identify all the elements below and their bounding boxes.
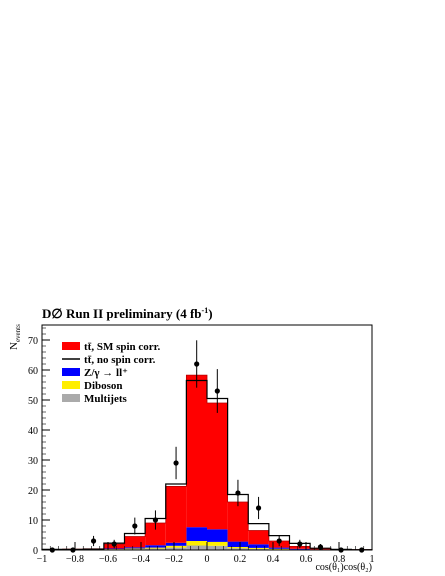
x-tick-label-2: −0.6 [99,554,117,565]
title-main: D∅ Run II preliminary (4 fb [42,306,202,321]
x-tick-label-4: −0.2 [165,554,183,565]
no-spin-line [41,379,373,551]
stack-bar-tt-sm-spin-corr--5 [145,523,166,546]
stack-bar-z-ll-12 [289,548,311,550]
data-points [49,340,365,553]
stack-bar-diboson-8 [207,541,228,546]
legend-swatch-4 [62,394,80,402]
x-tick-label-7: 0.4 [267,554,280,565]
stack-bar-multijets-6 [165,547,187,550]
stack-bar-diboson-9 [227,547,249,549]
y-tick-label-5: 50 [28,396,38,407]
stack-bar-diboson-6 [165,545,187,548]
legend-label-4: Multijets [84,393,127,405]
legend-label-2: Z/γ → ll⁺ [84,367,128,379]
data-point-13 [317,544,324,550]
legend-label-1: tt̄, no spin corr. [84,354,156,366]
data-point-11 [276,538,282,544]
x-tick-label-8: 0.6 [300,554,313,565]
y-tick-label-7: 70 [28,336,38,347]
stack-bar-diboson-11 [268,548,290,550]
stack-bar-diboson-4 [124,548,146,550]
data-point-7 [194,361,200,367]
legend-swatch-2 [62,368,80,376]
stack-bar-multijets-5 [145,548,166,550]
x-tick-label-10: 1 [370,554,375,565]
data-point-6 [173,460,179,466]
no-spin-outline [41,379,373,551]
stack-bar-multijets-7 [186,545,207,550]
stacked-histogram [41,374,373,551]
stack-bar-diboson-5 [145,547,166,549]
y-tick-label-2: 20 [28,486,38,497]
legend: tt̄, SM spin corr.tt̄, no spin corr.Z/γ … [62,341,161,405]
data-point-3 [111,541,117,547]
data-point-5 [152,517,159,523]
stack-bar-z-ll-4 [124,547,146,549]
x-tick-label-5: 0 [205,554,210,565]
y-tick-label-6: 60 [28,366,38,377]
stack-bar-z-ll-10 [248,544,269,548]
stack-bar-tt-sm-spin-corr--9 [227,502,249,542]
x-axis-label: cos(θ₁)cos(θ₂) [315,562,372,573]
stack-bar-multijets-9 [227,548,249,550]
stack-bar-tt-sm-spin-corr--8 [207,403,228,530]
title-close: ) [208,306,212,321]
legend-label-0: tt̄, SM spin corr. [84,341,161,353]
x-tick-label-9: 0.8 [333,554,346,565]
y-tick-label-3: 30 [28,456,38,467]
x-tick-label-3: −0.4 [132,554,150,565]
stack-bar-z-ll-7 [186,527,207,541]
stack-bar-multijets-8 [207,545,228,550]
x-tick-label-1: −0.8 [66,554,84,565]
stack-bar-z-ll-9 [227,541,249,547]
legend-swatch-0 [62,342,80,350]
stack-bar-tt-sm-spin-corr--4 [124,536,146,548]
stack-bar-z-ll-11 [268,547,290,549]
axis-ticks: −1 −0.8 −0.6 −0.4 −0.2 0 0.2 0.4 0.6 0.8 101020304… [28,327,375,565]
stack-bar-tt-sm-spin-corr--10 [248,530,269,545]
data-point-10 [255,505,262,511]
plot-title: D∅ Run II preliminary (4 fb-1) [42,306,213,321]
y-tick-label-0: 0 [33,546,38,557]
x-tick-label-6: 0.2 [234,554,247,565]
stack-bar-z-ll-6 [165,542,187,546]
data-point-2 [90,538,97,544]
legend-label-3: Diboson [84,380,123,392]
stack-bar-z-ll-3 [103,548,125,550]
stack-bar-diboson-7 [186,541,207,546]
data-point-4 [132,523,138,529]
stack-bar-diboson-10 [248,547,269,549]
y-tick-label-1: 10 [28,516,38,527]
stack-bar-z-ll-8 [207,529,228,542]
stack-bar-z-ll-5 [145,545,166,548]
title-superscript: -1 [202,306,209,315]
stack-bar-tt-sm-spin-corr--7 [186,375,207,528]
y-axis-label: Nevents [8,324,22,350]
stack-bar-multijets-10 [248,548,269,550]
y-tick-label-4: 40 [28,426,38,437]
data-point-12 [297,541,303,547]
stack-bar-tt-sm-spin-corr--6 [165,486,187,543]
data-point-8 [214,388,220,394]
x-tick-label-0: −1 [37,554,48,565]
legend-swatch-3 [62,381,80,389]
data-point-9 [235,490,241,496]
